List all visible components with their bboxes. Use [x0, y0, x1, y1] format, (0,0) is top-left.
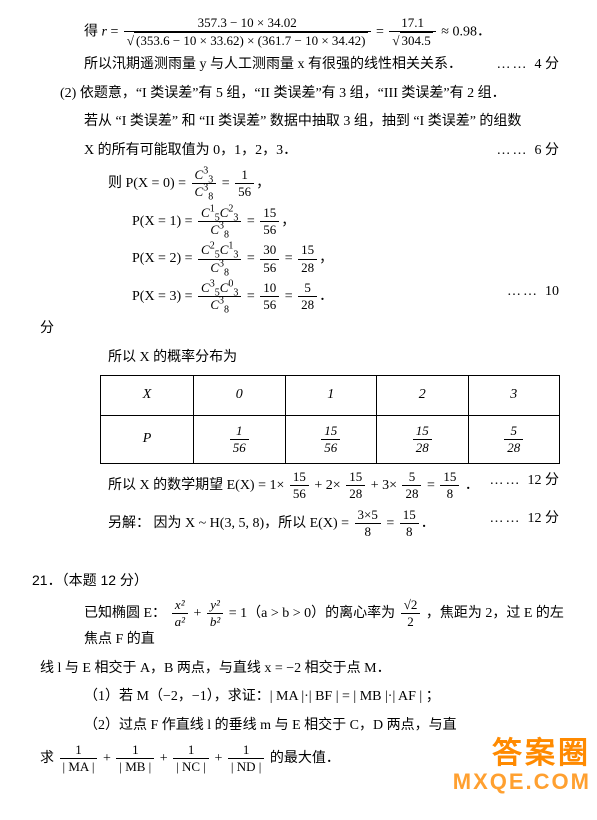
- r-wide-frac: 357.3 − 10 × 34.02 (353.6 − 10 × 33.62) …: [124, 16, 371, 48]
- r-simpl-frac: 17.1 304.5: [389, 16, 435, 48]
- q21-ellipse-line2: 线 l 与 E 相交于 A，B 两点，与直线 x = −2 相交于点 M．: [40, 658, 567, 680]
- p2-line: P(X = 2) = C25C13 C38 = 3056 = 1528，: [60, 243, 567, 275]
- expectation-line: 12 分 所以 X 的数学期望 E(X) = 1× 1556 + 2× 1528…: [60, 470, 567, 502]
- score-4: 4 分: [497, 54, 568, 76]
- q21-ellipse-line1: 已知椭圆 E： x²a² + y²b² = 1（a > b > 0）的离心率为 …: [60, 598, 567, 652]
- r-formula-line: 得 r = 357.3 − 10 × 34.02 (353.6 − 10 × 3…: [60, 16, 567, 48]
- fen-after: 分: [40, 318, 567, 340]
- score-12a: 12 分: [490, 470, 568, 492]
- distribution-table: X 0 1 2 3 P 156 1556 1528 528: [100, 375, 560, 464]
- p3-line: 10 P(X = 3) = C35C03 C38 = 1056 = 528．: [60, 281, 567, 313]
- p1-line: P(X = 1) = C15C23 C38 = 1556，: [60, 206, 567, 238]
- score-12b: 12 分: [490, 508, 568, 530]
- part2-lead: (2) 依题意，“I 类误差”有 5 组，“II 类误差”有 3 组，“III …: [60, 83, 567, 105]
- part2-draw: 若从 “I 类误差” 和 “II 类误差” 数据中抽取 3 组，抽到 “I 类误…: [60, 111, 567, 133]
- p0-line: 则 P(X = 0) = C33 C38 = 156，: [60, 168, 567, 200]
- expectation-alt: 12 分 另解： 因为 X ~ H(3, 5, 8)，所以 E(X) = 3×5…: [60, 508, 567, 540]
- score-6: 6 分: [497, 140, 568, 162]
- q21-part1: （1）若 M（−2，−1），求证：| MA |·| BF | = | MB |·…: [60, 686, 567, 708]
- dist-title: 所以 X 的概率分布为: [60, 347, 567, 369]
- r-conclusion: 4 分 所以汛期遥测雨量 y 与人工测雨量 x 有很强的线性相关关系．: [60, 54, 567, 76]
- page-root: 得 r = 357.3 − 10 × 34.02 (353.6 − 10 × 3…: [0, 0, 597, 800]
- score-10: 10: [507, 281, 567, 303]
- q21-part2a: （2）过点 F 作直线 l 的垂线 m 与 E 相交于 C，D 两点，与直: [60, 715, 567, 737]
- q21-heading: 21．（本题 12 分）: [32, 569, 567, 591]
- table-row: P 156 1556 1528 528: [101, 415, 560, 464]
- part2-xvals: 6 分 X 的所有可能取值为 0，1，2，3．: [60, 140, 567, 162]
- table-row: X 0 1 2 3: [101, 376, 560, 415]
- watermark: 答案圈 MXQE.COM: [453, 737, 591, 794]
